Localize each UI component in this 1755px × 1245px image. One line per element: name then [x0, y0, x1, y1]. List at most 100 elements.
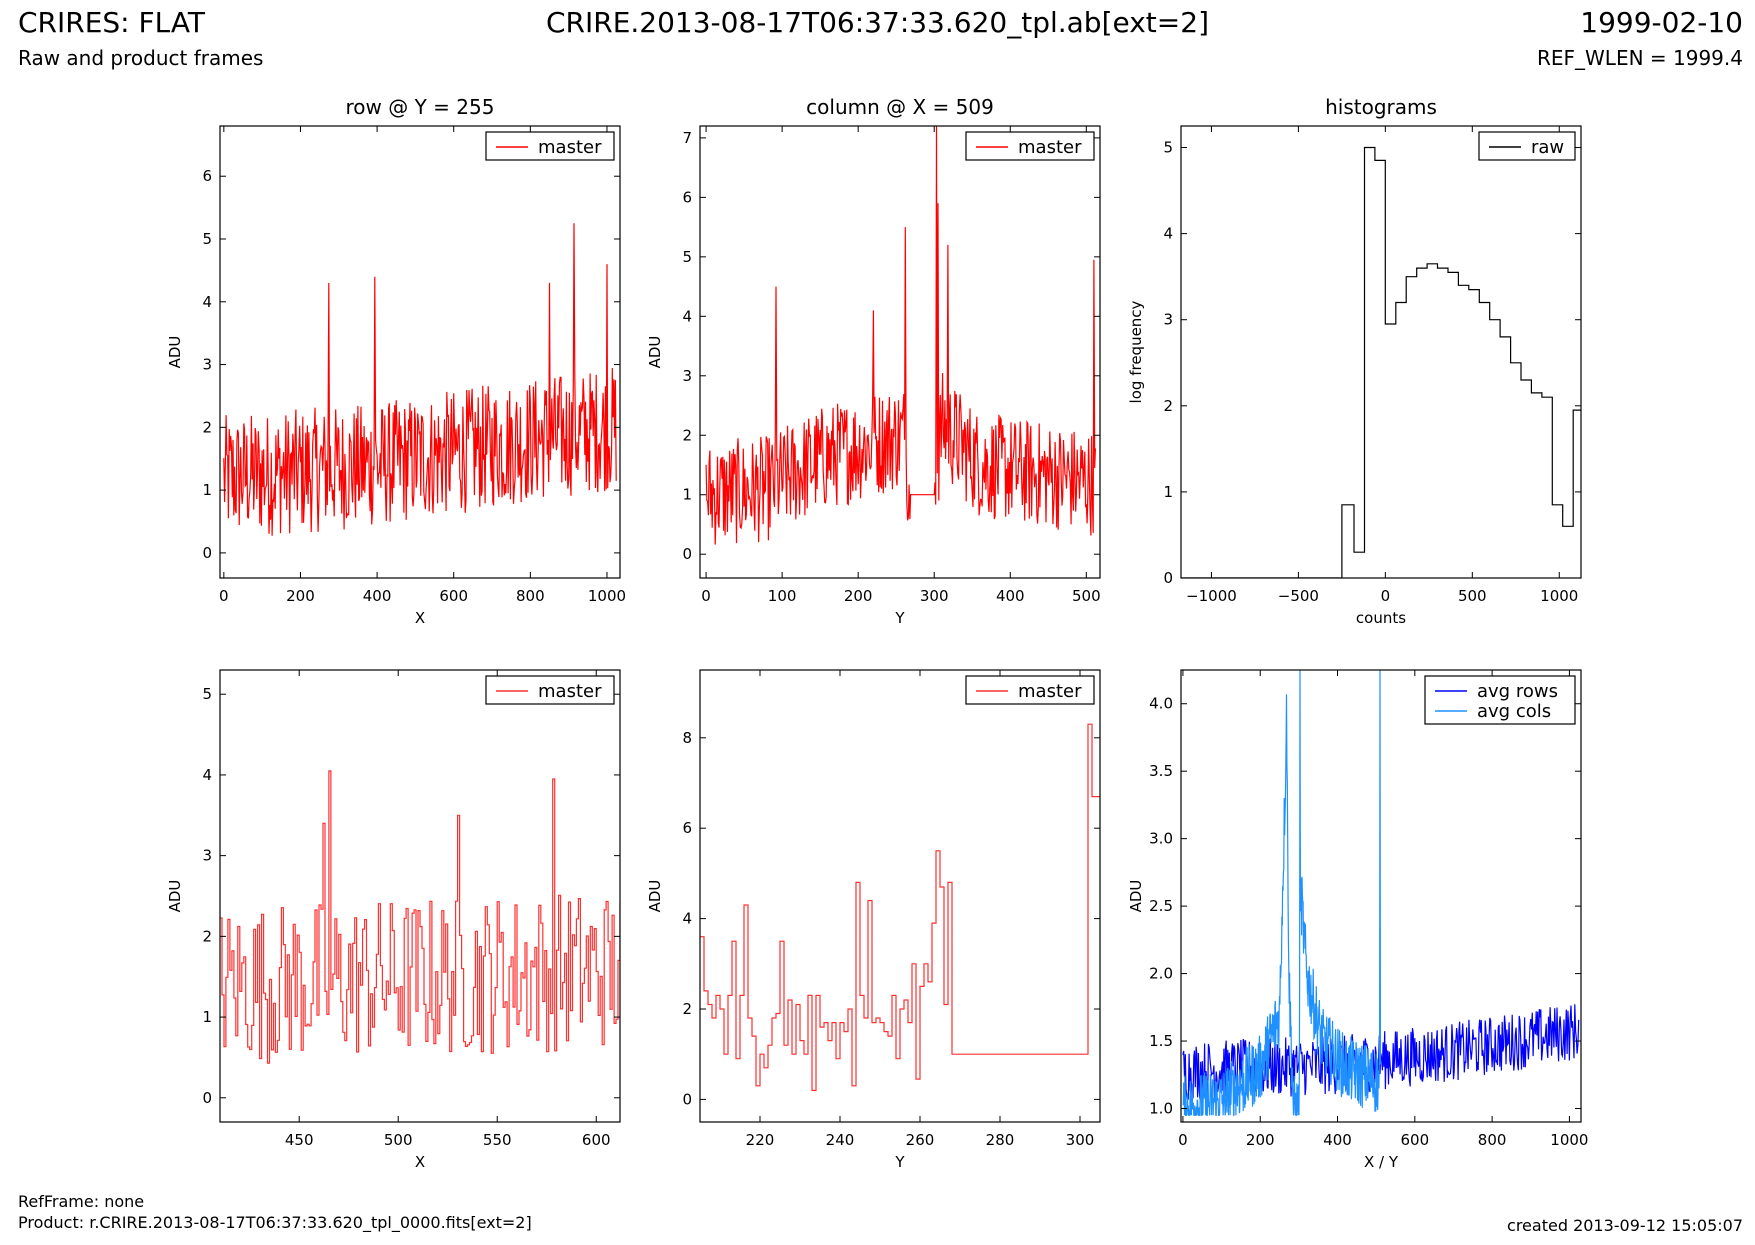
- x-tick-label: 0: [1381, 587, 1391, 605]
- x-tick-label: 400: [363, 587, 392, 605]
- y-tick-label: 6: [202, 167, 212, 185]
- y-tick-label: 8: [682, 729, 692, 747]
- y-tick-label: 7: [682, 129, 692, 147]
- y-tick-label: 6: [682, 819, 692, 837]
- y-tick-label: 3: [202, 847, 212, 865]
- x-axis-label: X / Y: [1364, 1153, 1399, 1171]
- y-tick-label: 4: [682, 910, 692, 928]
- y-tick-label: 2: [682, 426, 692, 444]
- y-axis-label: ADU: [646, 880, 664, 913]
- y-tick-label: 1: [202, 1008, 212, 1026]
- x-tick-label: 240: [826, 1131, 855, 1149]
- y-tick-label: 1: [1163, 483, 1173, 501]
- x-tick-label: 500: [1458, 587, 1487, 605]
- y-tick-label: 0: [1163, 569, 1173, 587]
- plot-frame: [1180, 669, 1582, 1123]
- x-tick-label: 600: [582, 1131, 611, 1149]
- x-tick-label: 280: [986, 1131, 1015, 1149]
- y-tick-label: 2.0: [1149, 965, 1173, 983]
- legend-label: raw: [1531, 137, 1564, 158]
- y-tick-label: 0: [682, 1090, 692, 1108]
- x-tick-label: 500: [1072, 587, 1101, 605]
- x-tick-label: 1000: [1540, 587, 1578, 605]
- x-axis-label: Y: [894, 1153, 905, 1171]
- y-tick-label: 5: [682, 248, 692, 266]
- x-tick-label: −1000: [1186, 587, 1237, 605]
- x-axis-label: counts: [1356, 609, 1406, 627]
- series-line-master: [223, 223, 617, 536]
- legend-label: master: [1018, 681, 1082, 702]
- legend: master: [965, 675, 1095, 705]
- y-tick-label: 3.5: [1149, 762, 1173, 780]
- x-tick-label: 500: [384, 1131, 413, 1149]
- x-tick-label: 600: [1400, 1131, 1429, 1149]
- x-tick-label: 200: [286, 587, 315, 605]
- x-tick-label: 450: [285, 1131, 314, 1149]
- x-tick-label: 550: [483, 1131, 512, 1149]
- y-tick-label: 4: [202, 293, 212, 311]
- y-tick-label: 0: [202, 1089, 212, 1107]
- y-tick-label: 2: [202, 418, 212, 436]
- y-tick-label: 4: [682, 307, 692, 325]
- legend-label: avg cols: [1477, 701, 1551, 722]
- x-tick-label: 800: [516, 587, 545, 605]
- series-line-master: [220, 770, 620, 1064]
- y-tick-label: 2: [202, 927, 212, 945]
- panel-column: 0 100 200 300 400 500 0 1 2 3 4 5 6 7 Y ADU column @ X =…: [646, 95, 1101, 627]
- x-tick-label: 260: [906, 1131, 935, 1149]
- x-tick-label: 100: [768, 587, 797, 605]
- chart-title: column @ X = 509: [806, 95, 994, 119]
- plot-frame: [699, 125, 1101, 579]
- panel-column-zoom: 220 240 260 280 300 0 2 4 6 8 Y ADU master: [646, 669, 1101, 1171]
- x-tick-label: 1000: [1550, 1131, 1588, 1149]
- x-axis-label: Y: [894, 609, 905, 627]
- reference-wavelength: REF_WLEN = 1999.4: [1536, 46, 1743, 70]
- x-tick-label: 0: [1178, 1131, 1188, 1149]
- series-line-raw: [1181, 146, 1581, 578]
- y-tick-label: 0: [202, 544, 212, 562]
- report-subtitle: Raw and product frames: [18, 46, 264, 70]
- x-tick-label: 200: [844, 587, 873, 605]
- legend: raw: [1478, 131, 1576, 161]
- plot-frame: [219, 669, 621, 1123]
- x-tick-label: 1000: [588, 587, 626, 605]
- legend-box: [965, 131, 1095, 161]
- legend-label: master: [538, 681, 602, 702]
- x-tick-label: 0: [219, 587, 229, 605]
- chart-title: row @ Y = 255: [346, 95, 495, 119]
- panel-row-zoom: 450 500 550 600 0 1 2 3 4 5 X ADU master: [166, 669, 621, 1171]
- x-tick-label: 200: [1246, 1131, 1275, 1149]
- refframe-note: RefFrame: none: [18, 1192, 145, 1211]
- plot-frame: [699, 669, 1101, 1123]
- panel-histogram: −1000 −500 0 500 1000 0 1 2 3 4 5 counts log frequen…: [1127, 95, 1582, 627]
- legend-label: master: [1018, 137, 1082, 158]
- y-tick-label: 2: [682, 1000, 692, 1018]
- y-tick-label: 3: [682, 367, 692, 385]
- y-tick-label: 5: [202, 685, 212, 703]
- x-axis-label: X: [415, 609, 425, 627]
- x-axis-label: X: [415, 1153, 425, 1171]
- x-tick-label: 0: [701, 587, 711, 605]
- y-tick-label: 3: [1163, 311, 1173, 329]
- y-tick-label: 6: [682, 188, 692, 206]
- legend: master: [965, 131, 1095, 161]
- observation-date: 1999-02-10: [1580, 6, 1743, 39]
- y-tick-label: 0: [682, 545, 692, 563]
- y-tick-label: 5: [202, 230, 212, 248]
- series-line-avg-cols: [1182, 670, 1382, 1116]
- panel-averages: 0 200 400 600 800 1000 1.0 1.5 2.0 2.5 3.0 3.5 4.0 X …: [1127, 669, 1588, 1171]
- panel-row: 0 200 400 600 800 1000 0 1 2 3 4 5 6 X ADU row @ Y = 25…: [166, 95, 626, 627]
- x-tick-label: 300: [1066, 1131, 1095, 1149]
- legend-label: avg rows: [1477, 681, 1558, 702]
- x-tick-label: −500: [1278, 587, 1319, 605]
- y-tick-label: 3.0: [1149, 830, 1173, 848]
- y-axis-label: ADU: [166, 336, 184, 369]
- x-tick-label: 800: [1478, 1131, 1507, 1149]
- y-tick-label: 1: [202, 481, 212, 499]
- legend-box: [485, 131, 615, 161]
- y-tick-label: 1.0: [1149, 1100, 1173, 1118]
- x-tick-label: 300: [920, 587, 949, 605]
- chart-title: histograms: [1325, 95, 1437, 119]
- x-tick-label: 600: [439, 587, 468, 605]
